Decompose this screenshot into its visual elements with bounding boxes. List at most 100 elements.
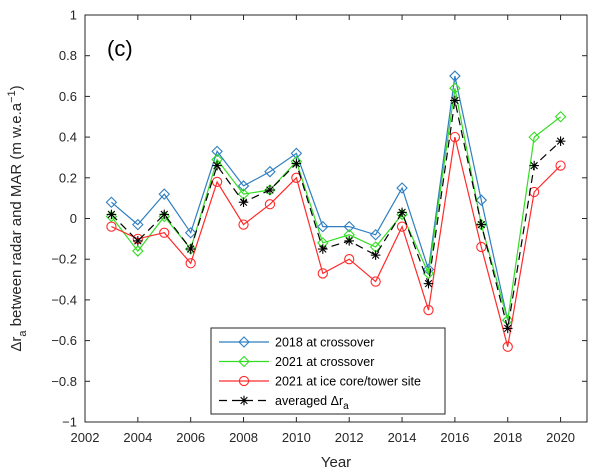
data-point-circle xyxy=(370,276,381,287)
data-point-circle xyxy=(449,131,461,143)
series-line xyxy=(110,88,561,321)
data-point-asterisk xyxy=(291,158,302,169)
data-point-asterisk xyxy=(397,207,407,218)
data-point-circle xyxy=(396,221,408,232)
legend-label-2018-crossover: 2018 at crossover xyxy=(275,336,374,350)
data-point-asterisk xyxy=(185,244,196,254)
series-2 xyxy=(106,131,566,352)
legend-label-2021-ice-core: 2021 at ice core/tower site xyxy=(275,375,421,389)
data-point-diamond xyxy=(554,110,567,123)
y-axis-label: Δra between radar and MAR (m w.e.a−1) xyxy=(6,85,29,351)
axis-ticks: 2002 2004 2006 2008 2010 2012 2014 2016 2018 2020… xyxy=(51,8,587,445)
data-point-circle xyxy=(238,375,250,387)
data-point-asterisk xyxy=(212,160,222,171)
y-tick-label: −0.6 xyxy=(51,333,77,348)
series-line xyxy=(110,100,562,329)
data-point-circle xyxy=(317,268,328,279)
data-point-asterisk xyxy=(106,209,117,220)
series-line xyxy=(111,136,562,347)
x-tick-label: 2008 xyxy=(229,430,258,445)
data-point-circle xyxy=(476,241,487,253)
data-point-asterisk xyxy=(133,236,143,246)
x-axis-label: Year xyxy=(321,454,351,471)
series-line xyxy=(111,75,509,321)
data-point-diamond xyxy=(449,70,461,82)
y-tick-label: −0.4 xyxy=(51,292,77,307)
x-tick-label: 2014 xyxy=(388,430,417,445)
x-tick-label: 2002 xyxy=(71,430,100,445)
series-1 xyxy=(105,82,567,327)
legend-label-averaged-subscript: a xyxy=(343,401,349,412)
x-tick-label: 2020 xyxy=(546,430,575,445)
data-point-asterisk xyxy=(423,278,434,289)
data-point-diamond xyxy=(105,196,118,208)
data-point-circle xyxy=(264,199,276,210)
y-tick-label: 0.8 xyxy=(59,48,77,63)
legend-sample-2021-ice-core xyxy=(219,375,269,387)
data-point-diamond xyxy=(184,226,197,239)
data-point-circle xyxy=(238,219,249,230)
y-axis-label-main: Δr xyxy=(8,337,25,352)
y-tick-label: 0.2 xyxy=(59,170,77,185)
y-tick-label: 0.4 xyxy=(59,130,77,145)
data-point-asterisk xyxy=(370,250,381,260)
data-point-asterisk xyxy=(502,323,513,334)
series-layer xyxy=(105,70,567,352)
series-3 xyxy=(106,95,566,334)
panel-label: (c) xyxy=(107,36,133,61)
data-point-diamond xyxy=(475,194,488,206)
data-point-diamond xyxy=(528,131,540,143)
data-point-asterisk xyxy=(159,209,170,220)
data-point-circle xyxy=(344,254,355,265)
y-tick-label: 1 xyxy=(70,8,77,23)
data-point-asterisk xyxy=(555,136,566,146)
data-point-asterisk xyxy=(344,236,355,246)
data-point-asterisk xyxy=(529,160,539,171)
data-point-asterisk xyxy=(239,395,249,406)
data-point-diamond xyxy=(449,82,461,95)
y-tick-label: −1 xyxy=(62,415,77,430)
y-tick-label: 0.6 xyxy=(59,89,77,104)
data-point-asterisk xyxy=(317,244,328,254)
data-point-diamond xyxy=(290,147,303,160)
x-tick-label: 2004 xyxy=(123,430,152,445)
x-tick-label: 2006 xyxy=(176,430,205,445)
y-axis-label-subscript: a xyxy=(17,330,29,337)
data-point-diamond xyxy=(422,267,435,280)
y-tick-label: 0 xyxy=(70,211,77,226)
data-point-diamond xyxy=(475,218,488,231)
data-point-asterisk xyxy=(265,185,275,195)
data-point-diamond xyxy=(184,243,197,255)
data-point-circle xyxy=(185,258,196,269)
x-tick-label: 2018 xyxy=(493,430,522,445)
data-point-diamond xyxy=(211,145,223,158)
data-point-diamond xyxy=(238,355,250,368)
y-tick-label: −0.8 xyxy=(51,374,77,389)
x-tick-label: 2012 xyxy=(335,430,364,445)
data-point-circle xyxy=(423,304,434,316)
data-point-diamond xyxy=(264,184,276,196)
data-point-diamond xyxy=(317,220,329,233)
legend-sample-2021-crossover xyxy=(219,355,269,368)
y-tick-label: −0.2 xyxy=(51,252,77,267)
y-axis-label-superscript: −1 xyxy=(6,90,18,103)
data-point-circle xyxy=(159,227,170,238)
legend-label-averaged: averaged Δra xyxy=(275,394,349,412)
x-tick-label: 2016 xyxy=(440,430,469,445)
data-point-circle xyxy=(502,341,513,352)
data-point-diamond xyxy=(369,229,382,241)
legend-label-2021-crossover: 2021 at crossover xyxy=(275,355,374,369)
data-point-diamond xyxy=(264,165,276,178)
data-point-diamond xyxy=(238,336,250,348)
y-axis-label-close: ) xyxy=(8,85,25,90)
data-point-circle xyxy=(106,221,117,232)
x-tick-label: 2010 xyxy=(282,430,311,445)
data-point-diamond xyxy=(158,188,171,200)
data-point-diamond xyxy=(132,218,144,231)
data-point-diamond xyxy=(237,180,250,192)
data-point-diamond xyxy=(132,245,144,257)
data-point-asterisk xyxy=(238,197,249,208)
legend-sample-2018-crossover xyxy=(219,336,269,348)
data-point-asterisk xyxy=(450,95,460,106)
